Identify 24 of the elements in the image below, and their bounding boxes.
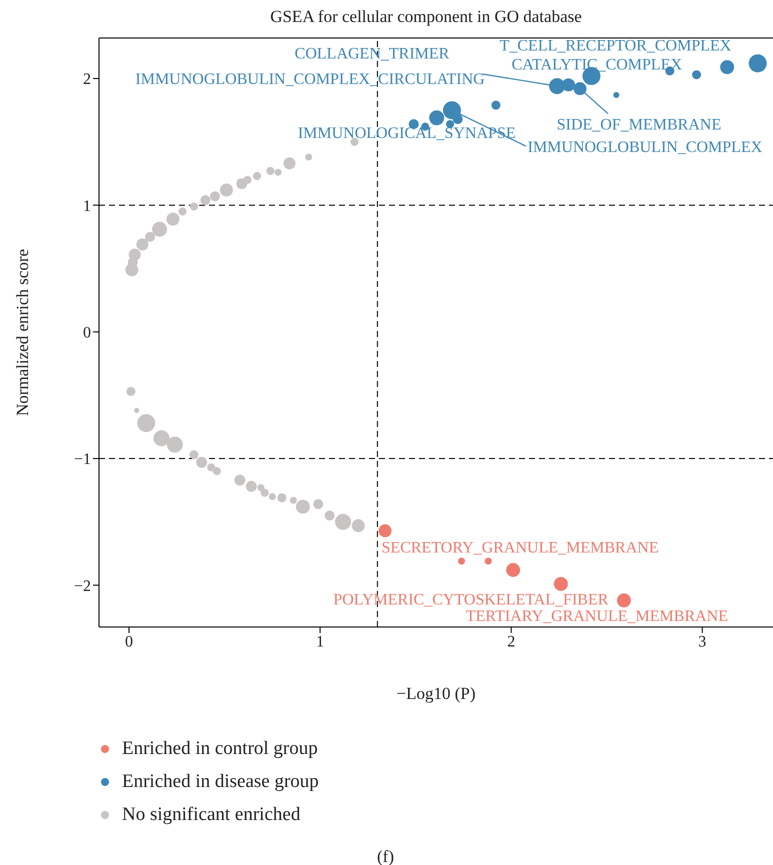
x-tick-label: 3: [698, 633, 706, 650]
annotation: TERTIARY_GRANULE_MEMBRANE: [466, 608, 728, 626]
y-tick-label: −1: [74, 451, 91, 468]
legend-label: No significant enriched: [122, 804, 300, 826]
chart-title: GSEA for cellular component in GO database: [270, 7, 582, 26]
y-tick-label: 2: [83, 71, 91, 88]
annotation: IMMUNOGLOBULIN_COMPLEX: [528, 138, 763, 156]
annotation: IMMUNOGLOBULIN_COMPLEX_CIRCULATING: [135, 70, 486, 88]
annotation: SIDE_OF_MEMBRANE: [556, 116, 722, 134]
x-tick-label: 0: [125, 633, 133, 650]
x-tick-label: 2: [507, 633, 516, 650]
annotation: T_CELL_RECEPTOR_COMPLEX: [500, 38, 732, 55]
y-axis-title: Normalized enrich score: [12, 248, 32, 416]
annotation: POLYMERIC_CYTOSKELETAL_FIBER: [333, 592, 609, 609]
x-axis-title: −Log10 (P): [396, 684, 476, 703]
x-tick-label: 1: [316, 633, 324, 650]
legend-label: Enriched in disease group: [122, 770, 319, 792]
y-tick-label: 1: [83, 198, 91, 215]
annotation: CATALYTIC_COMPLEX: [512, 56, 682, 74]
y-tick-label: 0: [83, 324, 91, 342]
y-tick-label: −2: [74, 578, 91, 595]
annotation: SECRETORY_GRANULE_MEMBRANE: [382, 539, 659, 556]
legend-label: Enriched in control group: [122, 738, 318, 760]
annotation: COLLAGEN_TRIMER: [294, 46, 450, 63]
